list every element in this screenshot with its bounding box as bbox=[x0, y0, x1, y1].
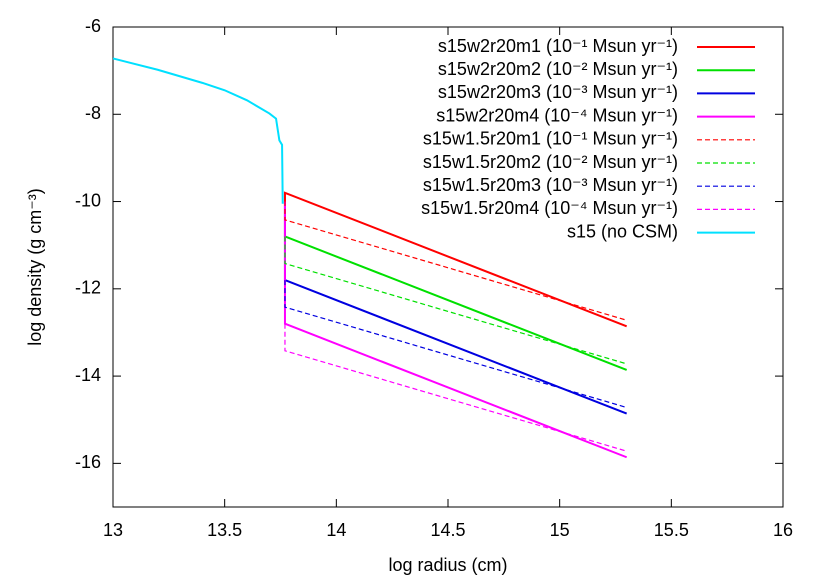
y-tick-label: -6 bbox=[85, 16, 101, 36]
series-line bbox=[283, 191, 628, 328]
y-tick-label: -16 bbox=[75, 452, 101, 472]
y-tick-label: -12 bbox=[75, 278, 101, 298]
x-tick-label: 13.5 bbox=[207, 520, 242, 540]
x-axis-label: log radius (cm) bbox=[388, 555, 507, 575]
legend-label: s15 (no CSM) bbox=[567, 221, 678, 241]
legend-label: s15w1.5r20m2 (10⁻² Msun yr⁻¹) bbox=[423, 152, 678, 172]
y-tick-label: -8 bbox=[85, 103, 101, 123]
x-tick-label: 15 bbox=[550, 520, 570, 540]
x-tick-label: 14.5 bbox=[430, 520, 465, 540]
legend-label: s15w2r20m2 (10⁻² Msun yr⁻¹) bbox=[438, 59, 678, 79]
series-line bbox=[283, 201, 628, 459]
y-axis-label: log density (g cm⁻³) bbox=[25, 188, 45, 346]
series-line bbox=[284, 323, 627, 452]
x-tick-label: 13 bbox=[103, 520, 123, 540]
x-tick-label: 15.5 bbox=[654, 520, 689, 540]
legend-label: s15w2r20m1 (10⁻¹ Msun yr⁻¹) bbox=[438, 36, 678, 56]
legend-label: s15w1.5r20m1 (10⁻¹ Msun yr⁻¹) bbox=[423, 129, 678, 149]
y-tick-label: -14 bbox=[75, 365, 101, 385]
y-tick-label: -10 bbox=[75, 190, 101, 210]
legend-label: s15w2r20m3 (10⁻³ Msun yr⁻¹) bbox=[438, 82, 678, 102]
x-tick-label: 14 bbox=[326, 520, 346, 540]
series-line bbox=[112, 57, 284, 204]
x-tick-label: 16 bbox=[773, 520, 793, 540]
legend-label: s15w2r20m4 (10⁻⁴ Msun yr⁻¹) bbox=[436, 105, 678, 125]
legend-label: s15w1.5r20m3 (10⁻³ Msun yr⁻¹) bbox=[423, 175, 678, 195]
series-line bbox=[284, 192, 627, 321]
legend-label: s15w1.5r20m4 (10⁻⁴ Msun yr⁻¹) bbox=[421, 198, 678, 218]
series-line bbox=[284, 236, 627, 365]
series-line bbox=[284, 280, 627, 409]
